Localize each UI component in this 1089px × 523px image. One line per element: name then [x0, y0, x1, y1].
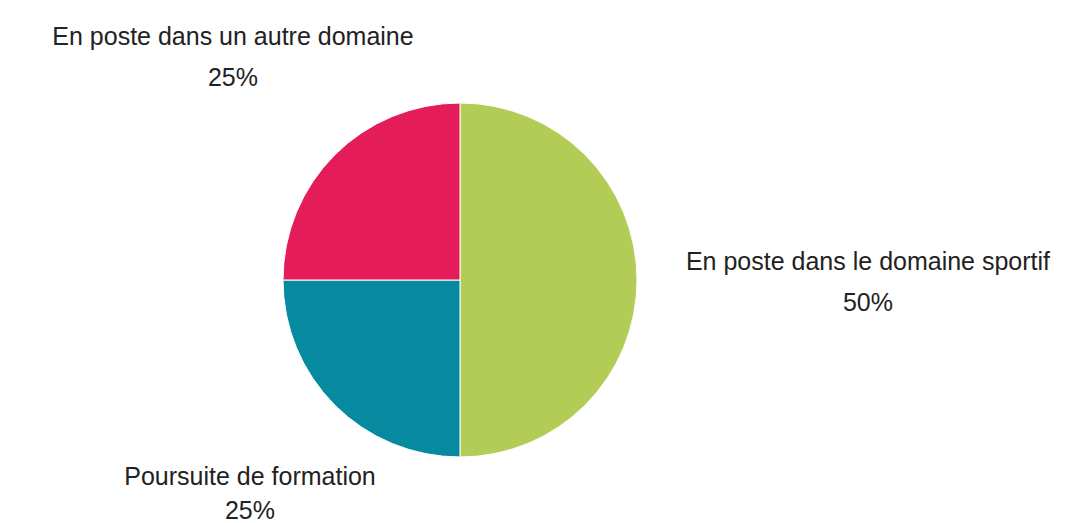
pie-slice [283, 103, 460, 280]
slice-label: En poste dans un autre domaine [52, 22, 413, 50]
pie-slice [460, 103, 637, 457]
data-label: 50% [843, 288, 893, 316]
chart: En poste dans le domaine sportif 50% Pours… [0, 0, 1089, 523]
data-label: 25% [208, 63, 258, 91]
slice-label: En poste dans le domaine sportif [686, 247, 1050, 275]
data-label: 25% [225, 496, 275, 523]
pie-slice [283, 280, 460, 457]
slices [283, 103, 637, 457]
slice-label: Poursuite de formation [124, 462, 376, 490]
